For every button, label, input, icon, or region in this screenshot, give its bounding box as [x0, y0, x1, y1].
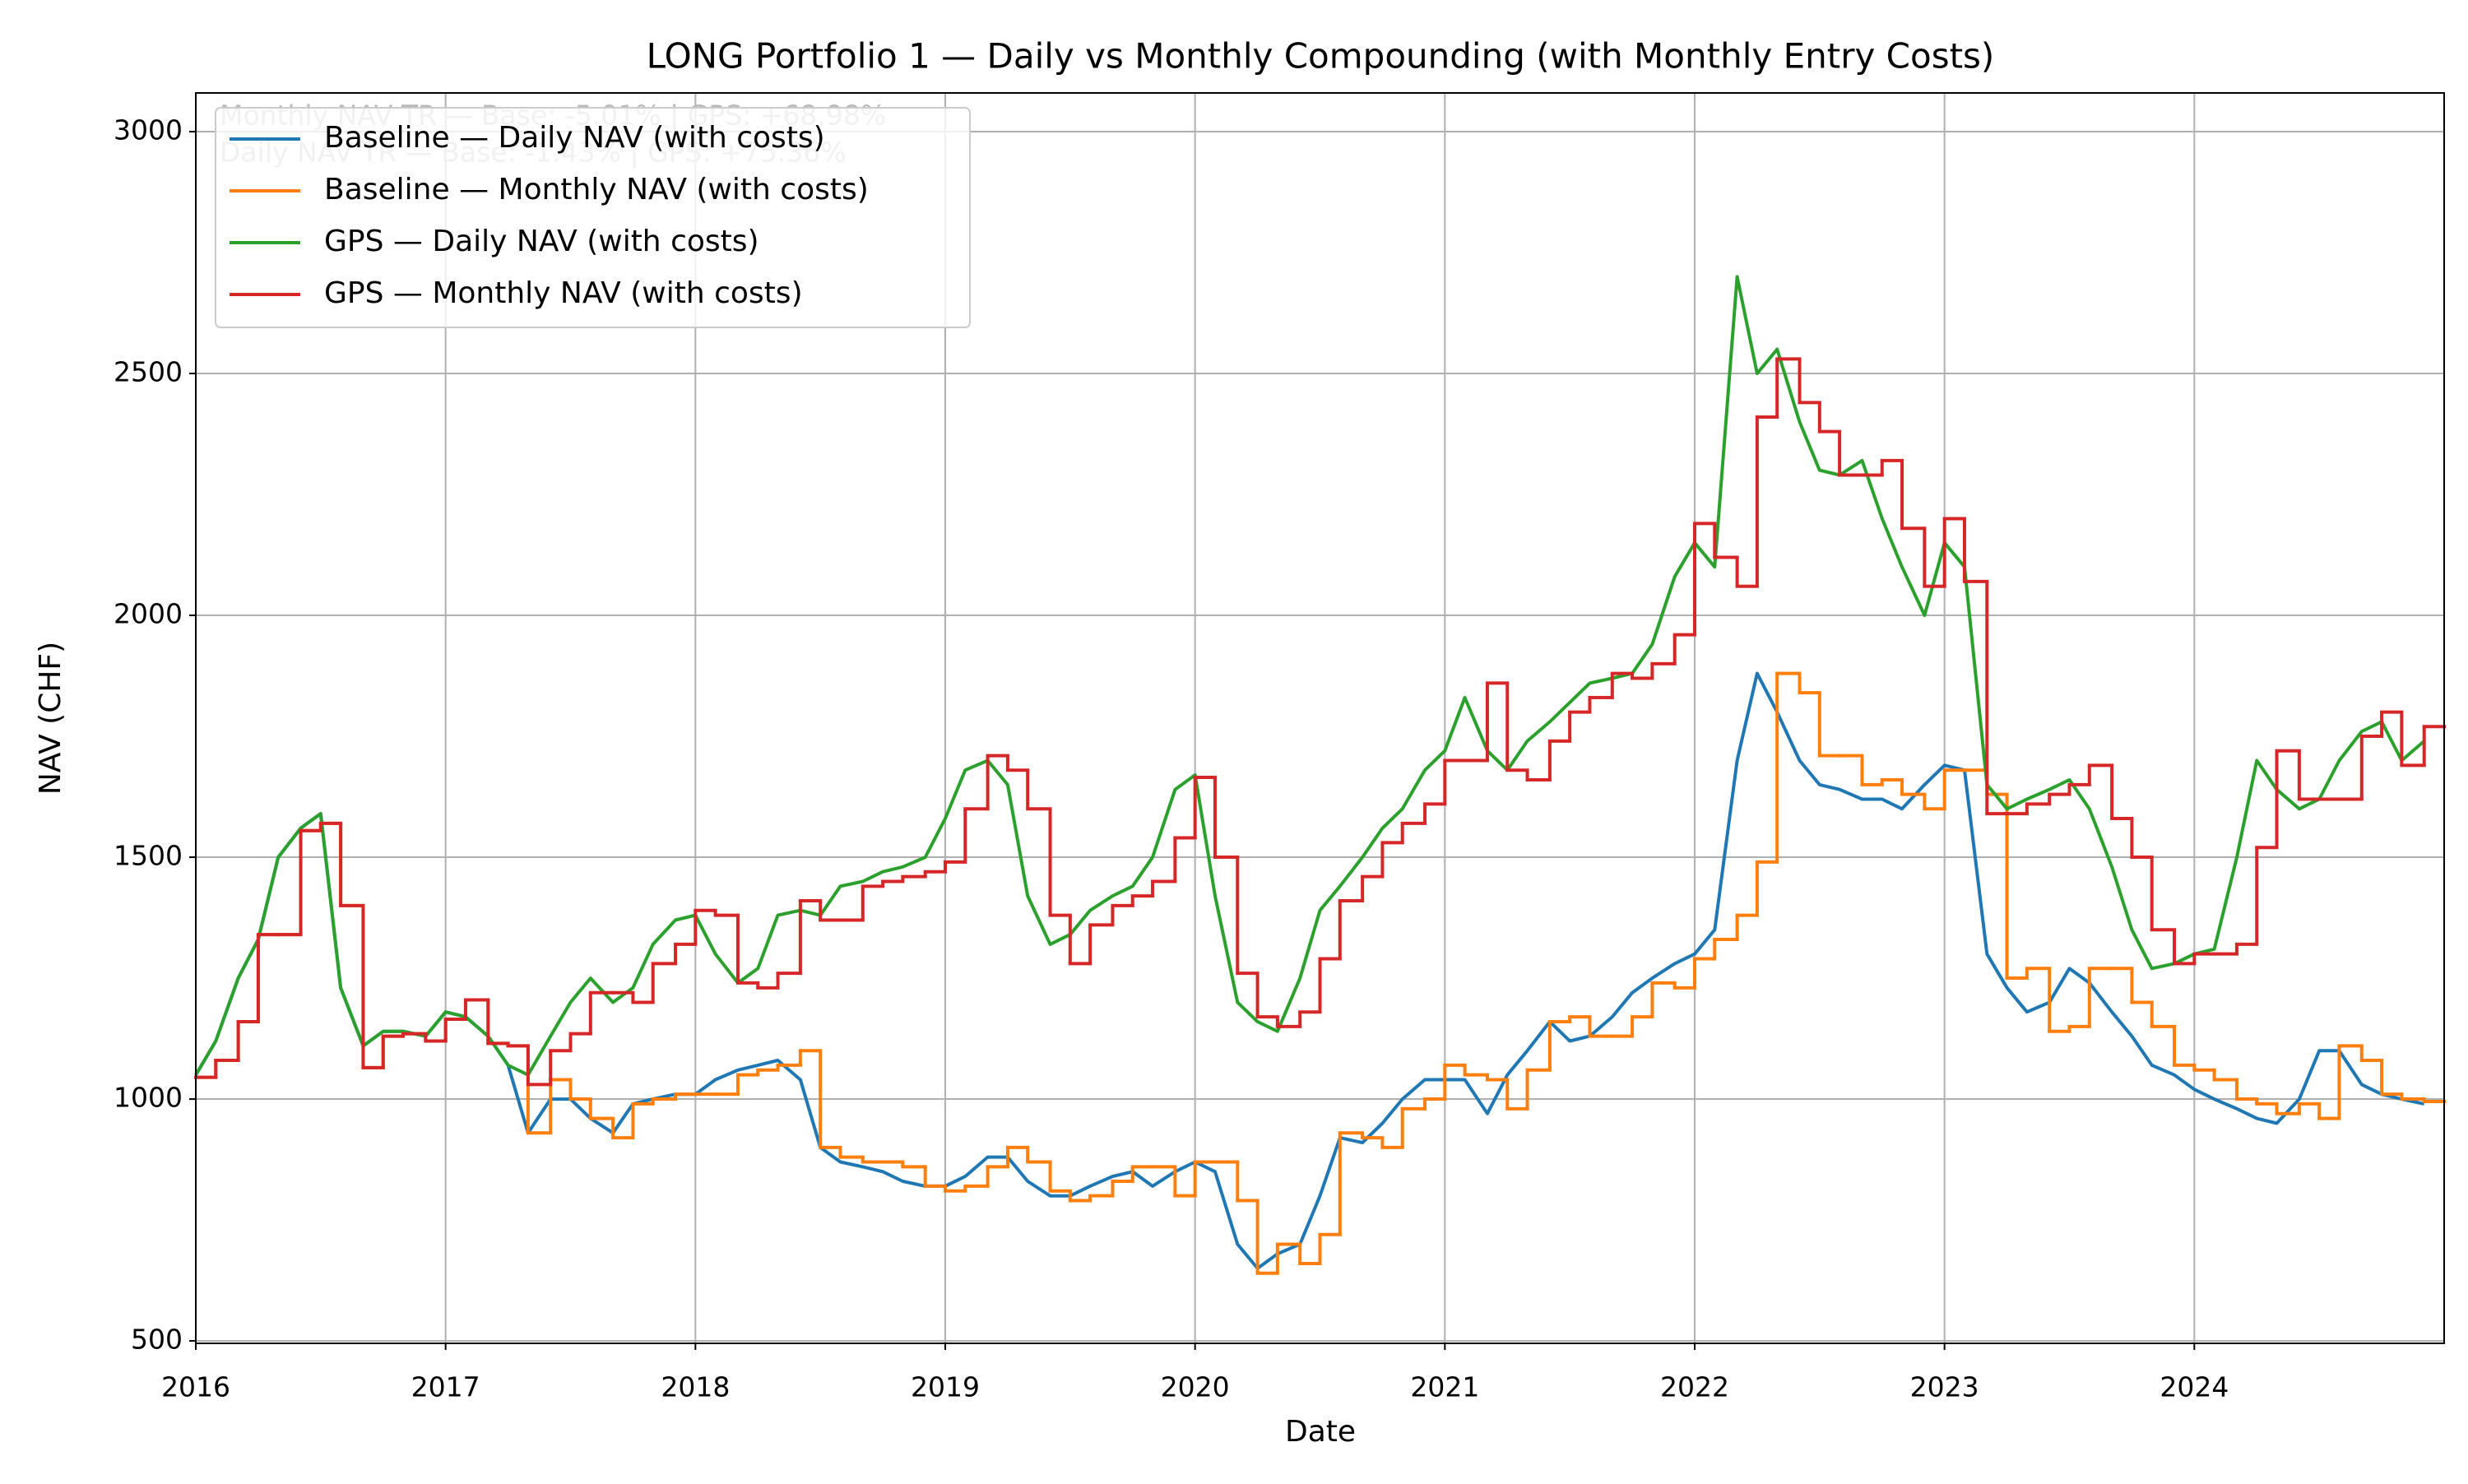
legend-label: GPS — Monthly NAV (with costs) — [324, 276, 803, 310]
x-tick-label: 2016 — [161, 1371, 230, 1403]
x-tick-label: 2018 — [661, 1371, 730, 1403]
x-tick-label: 2022 — [1660, 1371, 1729, 1403]
line-series — [194, 275, 2426, 1077]
y-axis-label: NAV (CHF) — [34, 642, 67, 795]
x-tick-label: 2020 — [1161, 1371, 1230, 1403]
x-tick-label: 2023 — [1910, 1371, 1979, 1403]
y-tick-label: 2000 — [114, 598, 183, 630]
legend-label: GPS — Daily NAV (with costs) — [324, 225, 759, 258]
x-tick-label: 2017 — [411, 1371, 480, 1403]
plot-frame — [195, 92, 2445, 1344]
y-tick-label: 2500 — [114, 356, 183, 388]
y-tick-label: 500 — [131, 1324, 183, 1356]
x-tick-label: 2024 — [2160, 1371, 2229, 1403]
x-tick-label: 2019 — [911, 1371, 980, 1403]
y-tick-label: 1500 — [114, 840, 183, 872]
legend-box — [215, 107, 971, 328]
y-tick-label: 3000 — [114, 114, 183, 146]
legend-label: Baseline — Daily NAV (with costs) — [324, 121, 825, 155]
line-series — [194, 671, 2425, 1270]
x-tick-label: 2021 — [1410, 1371, 1479, 1403]
y-tick-label: 1000 — [114, 1082, 183, 1114]
step-series — [194, 357, 2446, 1087]
chart-title: LONG Portfolio 1 — Daily vs Monthly Comp… — [647, 36, 1995, 77]
legend-label: Baseline — Monthly NAV (with costs) — [324, 173, 869, 206]
x-axis-label: Date — [1285, 1415, 1356, 1449]
